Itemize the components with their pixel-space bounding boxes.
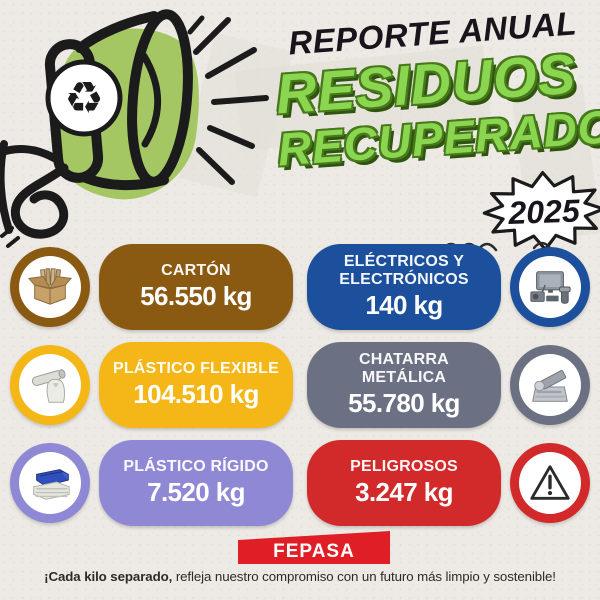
electronics-pill: ELÉCTRICOS Y ELECTRÓNICOS 140 kg (307, 244, 501, 330)
metal-scrap-icon (532, 370, 568, 402)
category-grid: CARTÓN 56.550 kg (10, 244, 590, 526)
plastic-crates-icon (33, 469, 70, 500)
plastic-flexible-icon-circle (10, 345, 90, 425)
metal-scrap-icon-circle (510, 345, 590, 425)
category-row: PLÁSTICO FLEXIBLE 104.510 kg (10, 342, 590, 428)
category-label: CHATARRA METÁLICA (359, 350, 449, 386)
cardboard-box-icon (27, 268, 73, 305)
metal-scrap-pill: CHATARRA METÁLICA 55.780 kg (307, 342, 501, 428)
category-value: 104.510 kg (133, 379, 259, 410)
category-row: CARTÓN 56.550 kg (10, 244, 590, 330)
category-electronics: ELÉCTRICOS Y ELECTRÓNICOS 140 kg (307, 244, 590, 330)
category-value: 56.550 kg (140, 281, 252, 312)
plastic-flexible-pill: PLÁSTICO FLEXIBLE 104.510 kg (99, 342, 293, 428)
year-label: 2025 (507, 192, 582, 231)
footer-message: ¡Cada kilo separado, refleja nuestro com… (0, 569, 600, 584)
category-value: 7.520 kg (147, 477, 245, 508)
carton-pill: CARTÓN 56.550 kg (99, 244, 293, 330)
electronics-icon-circle (510, 247, 590, 327)
hazardous-icon-circle (510, 443, 590, 523)
category-value: 55.780 kg (348, 388, 460, 419)
hazardous-pill: PELIGROSOS 3.247 kg (307, 440, 501, 526)
category-plastic-flexible: PLÁSTICO FLEXIBLE 104.510 kg (10, 342, 293, 428)
electronics-icon (530, 271, 571, 304)
year-starburst: 2025 (480, 168, 600, 254)
category-plastic-rigid: PLÁSTICO RÍGIDO 7.520 kg (10, 440, 293, 526)
category-metal-scrap: CHATARRA METÁLICA 55.780 kg (307, 342, 590, 428)
warning-triangle-icon (530, 465, 570, 500)
category-value: 3.247 kg (355, 477, 453, 508)
category-label: PELIGROSOS (350, 457, 458, 475)
brand-name: FEPASA (273, 541, 355, 562)
starburst-shape (482, 171, 600, 251)
plastic-rigid-icon-circle (10, 443, 90, 523)
brand-banner: FEPASA (238, 531, 390, 569)
title-block: REPORTE ANUAL RESIDUOS RECUPERADOS (271, 3, 600, 175)
category-label: PLÁSTICO FLEXIBLE (112, 359, 280, 377)
category-value: 140 kg (365, 290, 443, 321)
category-label: CARTÓN (161, 261, 231, 279)
category-label: ELÉCTRICOS Y ELECTRÓNICOS (339, 252, 469, 288)
footer-message-rest: refleja nuestro compromiso con un futuro… (172, 569, 556, 584)
megaphone-illustration: ♻ (0, 9, 269, 248)
plastic-rigid-pill: PLÁSTICO RÍGIDO 7.520 kg (99, 440, 293, 526)
category-row: PLÁSTICO RÍGIDO 7.520 kg PELIGROSOS (10, 440, 590, 526)
footer-message-bold: ¡Cada kilo separado, (44, 569, 173, 584)
brand-banner-shape (238, 531, 390, 564)
category-carton: CARTÓN 56.550 kg (10, 244, 293, 330)
category-hazardous: PELIGROSOS 3.247 kg (307, 440, 590, 526)
plastic-film-icon (31, 369, 66, 403)
carton-icon-circle (10, 247, 90, 327)
category-label: PLÁSTICO RÍGIDO (123, 457, 269, 475)
recycle-badge (45, 59, 123, 137)
recycle-icon: ♻ (64, 73, 103, 124)
